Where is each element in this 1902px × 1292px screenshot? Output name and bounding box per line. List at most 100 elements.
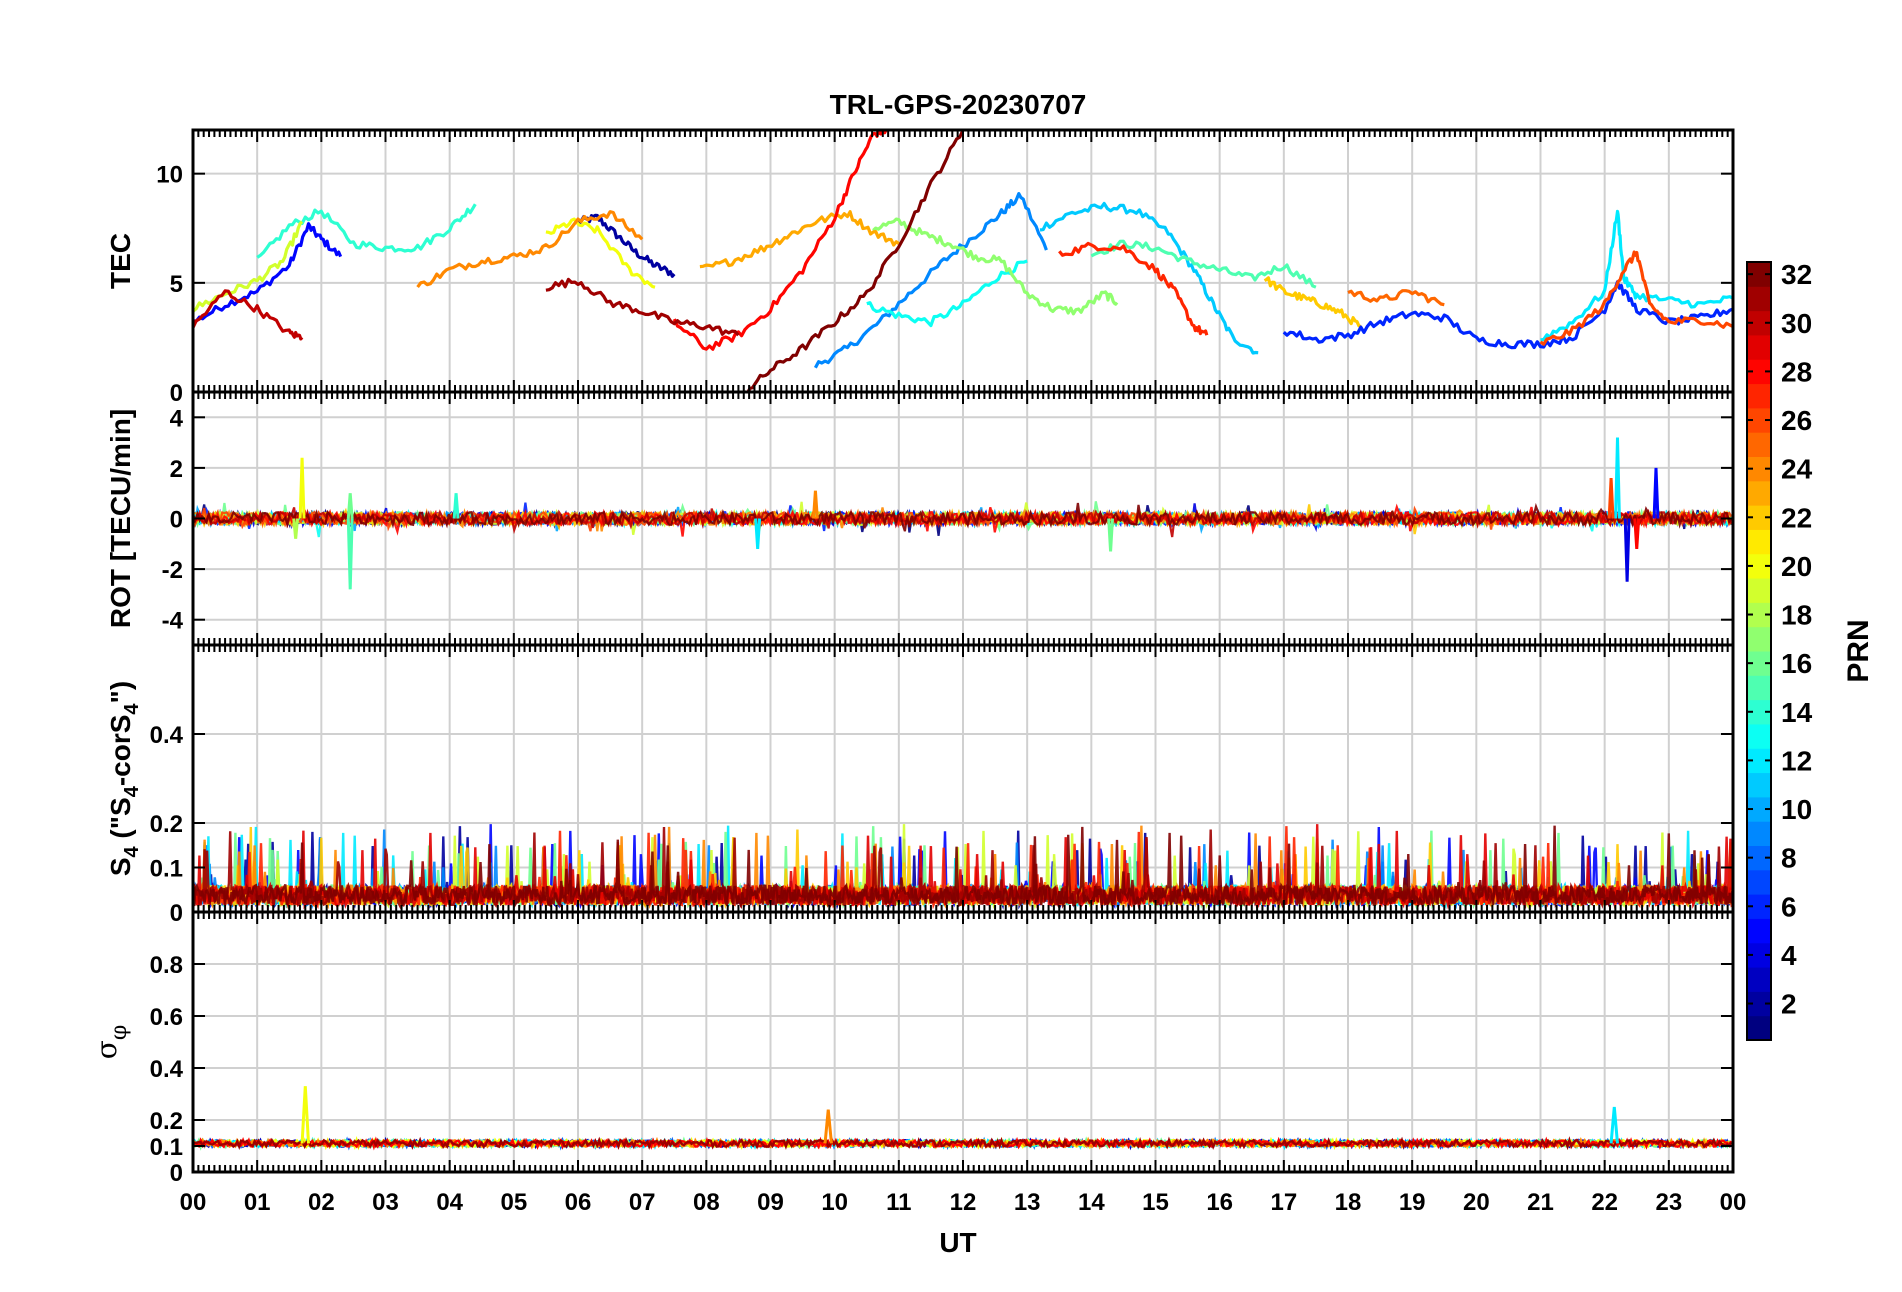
tec-series-prn-30: [193, 289, 304, 341]
tec-series-prn-17: [872, 217, 1119, 316]
rot-spike: [346, 493, 354, 519]
colorbar-label: PRN: [1842, 619, 1875, 682]
y-axis-label-s4: S4 ("S4-corS4"): [105, 681, 143, 876]
rot-spike: [346, 518, 354, 590]
ylabel-sub: 4: [121, 845, 143, 857]
y-tick-label: 0: [170, 380, 183, 407]
y-tick-label: 10: [156, 162, 183, 189]
x-tick-label: 06: [565, 1189, 592, 1216]
x-tick-label: 11: [886, 1189, 911, 1216]
y-tick-label: 0.4: [150, 722, 184, 749]
rot-series-prn-28: [193, 503, 1733, 537]
tec-series-prn-20: [545, 217, 656, 289]
colorbar-cell: [1747, 578, 1771, 603]
tec-series-prn-27: [1058, 241, 1209, 336]
x-tick-label: 05: [500, 1189, 527, 1216]
panel-data: [193, 437, 1733, 590]
tec-series-prn-13: [866, 259, 1028, 328]
tec-series-prn-5: [193, 222, 343, 323]
colorbar-cell: [1747, 918, 1771, 944]
tec-series-prn-26: [1539, 250, 1733, 346]
colorbar-cell: [1747, 1015, 1771, 1041]
x-tick-label: 17: [1270, 1189, 1297, 1216]
x-tick-label: 23: [1655, 1189, 1682, 1216]
x-tick-label: 21: [1527, 1189, 1554, 1216]
colorbar-tick-label: 28: [1781, 356, 1812, 387]
y-axis-label-sigma: σφ: [90, 1025, 132, 1060]
x-tick-label: 19: [1399, 1189, 1426, 1216]
rot-spike: [1633, 518, 1641, 549]
ylabel-sub: φ: [107, 1025, 132, 1040]
y-tick-label: 0: [170, 1160, 183, 1187]
tec-series-prn-31: [545, 277, 740, 337]
y-tick-label: 4: [170, 405, 184, 432]
rot-spike: [452, 493, 460, 519]
colorbar-tick-label: 12: [1781, 745, 1812, 776]
tec-series-prn-25: [1347, 289, 1445, 307]
x-tick-label: 08: [693, 1189, 720, 1216]
panel-grid: [192, 392, 1734, 645]
x-tick-label: 13: [1014, 1189, 1041, 1216]
tec-series-prn-23: [699, 210, 900, 269]
colorbar-tick-label: 32: [1781, 259, 1812, 290]
y-tick-label: 0.1: [150, 856, 183, 883]
x-axis: 00 01 02 03 04 05 06 07 08 09 10 11 12 13 14 15 16 17 18 19…: [180, 1189, 1747, 1216]
panel-rot: -4 -2 0 2 4 ROT [TECU/min]: [105, 390, 1735, 647]
colorbar-tick-label: 14: [1781, 697, 1813, 728]
x-tick-label: 01: [244, 1189, 271, 1216]
y-tick-label: 0.2: [150, 1108, 183, 1135]
colorbar-cell: [1747, 383, 1771, 409]
ylabel-sub: 4: [121, 703, 143, 715]
tec-series-prn-24: [416, 210, 644, 289]
colorbar-tick-label: 10: [1781, 794, 1812, 825]
colorbar-cell: [1747, 480, 1771, 506]
tec-series-prn-28: [672, 130, 888, 351]
tec-series-prn-19: [193, 220, 304, 313]
colorbar-tick-label: 18: [1781, 600, 1812, 631]
x-tick-label: 15: [1142, 1189, 1169, 1216]
x-tick-label: 14: [1078, 1189, 1105, 1216]
colorbar-cell: [1747, 869, 1771, 895]
rot-spike: [1652, 467, 1660, 519]
colorbar-cell: [1747, 626, 1771, 652]
rot-spike: [1107, 518, 1115, 552]
x-tick-label: 20: [1463, 1189, 1490, 1216]
panel-ticks: [192, 912, 1734, 1173]
colorbar-tick-label: 4: [1781, 940, 1797, 971]
y-tick-label: 5: [170, 271, 183, 298]
x-tick-label: 12: [950, 1189, 977, 1216]
x-tick-label: 02: [308, 1189, 335, 1216]
tec-series-prn-12: [1540, 209, 1733, 342]
ylabel-part: ("S: [105, 797, 136, 846]
colorbar-tick-label: 16: [1781, 648, 1812, 679]
y-tick-label: 0.4: [150, 1056, 184, 1083]
panel-data: [193, 1086, 1733, 1151]
panel-sigma: 00.10.2 0.4 0.6 0.8 σφ: [90, 910, 1735, 1187]
y-tick-label: 2: [170, 456, 183, 483]
tec-series-prn-9: [813, 192, 1048, 369]
colorbar-tick-label: 26: [1781, 405, 1812, 436]
y-tick-label: 0: [170, 900, 183, 927]
colorbar-cell: [1747, 821, 1771, 846]
colorbar-frame: [1746, 261, 1772, 1041]
y-axis-label-tec: TEC: [105, 233, 136, 289]
x-tick-label: 03: [372, 1189, 399, 1216]
x-tick-label: 00: [180, 1189, 207, 1216]
x-tick-label: 04: [436, 1189, 463, 1216]
sigma-spike: [823, 1109, 833, 1144]
x-tick-label: 00: [1720, 1189, 1747, 1216]
tec-series-prn-14: [256, 203, 477, 259]
tec-series-prn-6: [1282, 280, 1733, 350]
colorbar-tick-label: 24: [1781, 454, 1813, 485]
colorbar-tick-label: 22: [1781, 502, 1812, 533]
x-tick-label: 09: [757, 1189, 784, 1216]
colorbar-cell: [1747, 432, 1771, 457]
y-tick-label: -4: [162, 608, 184, 635]
x-tick-label: 22: [1591, 1189, 1618, 1216]
rot-spike: [1623, 518, 1631, 582]
rot-spike: [1607, 477, 1615, 519]
ylabel-part: "): [105, 681, 136, 704]
